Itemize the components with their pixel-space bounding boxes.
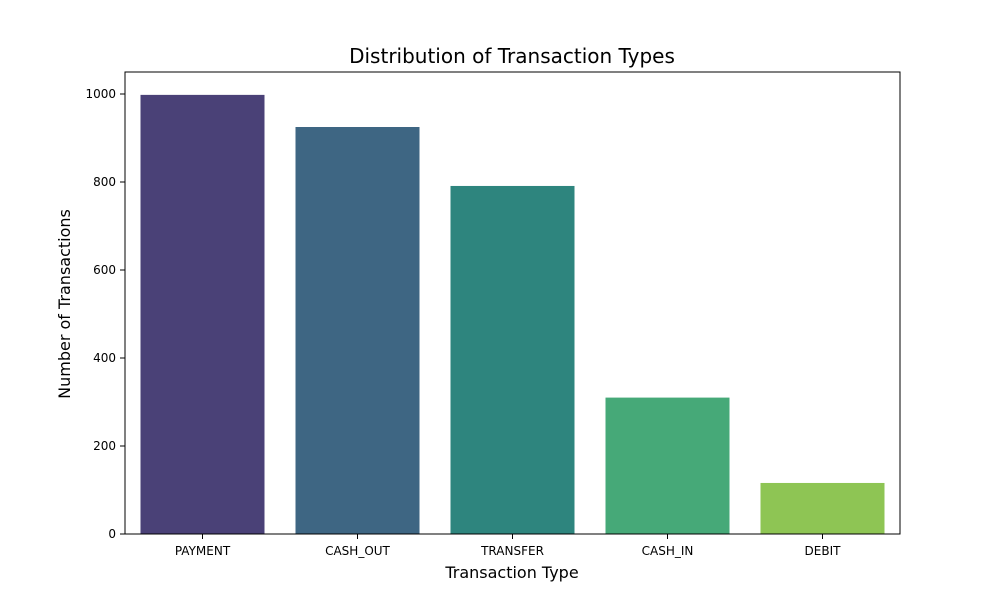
bar-cash-out — [295, 127, 420, 534]
bar-cash-in — [605, 397, 730, 534]
y-tick-label: 600 — [93, 263, 116, 277]
x-axis-label: Transaction Type — [444, 563, 578, 582]
y-tick-label: 800 — [93, 175, 116, 189]
plot-area: PAYMENT CASH_OUT TRANSFER CASH_IN DEBIT 0 200 4… — [85, 71, 901, 558]
y-tick-label: 1000 — [85, 87, 116, 101]
y-tick-label: 200 — [93, 439, 116, 453]
plot-frame — [124, 71, 901, 535]
y-tick-label: 0 — [108, 527, 116, 541]
x-tick-label: CASH_IN — [642, 544, 694, 558]
bar-payment — [140, 94, 265, 534]
y-tick-label: 400 — [93, 351, 116, 365]
chart-title: Distribution of Transaction Types — [349, 44, 675, 68]
x-tick-label: PAYMENT — [175, 544, 231, 558]
x-tick-label: TRANSFER — [480, 544, 544, 558]
x-tick-label: DEBIT — [805, 544, 842, 558]
x-tick-label: CASH_OUT — [325, 544, 390, 558]
bar-debit — [760, 482, 885, 534]
y-axis-label: Number of Transactions — [55, 209, 74, 399]
bar-transfer — [450, 185, 575, 534]
